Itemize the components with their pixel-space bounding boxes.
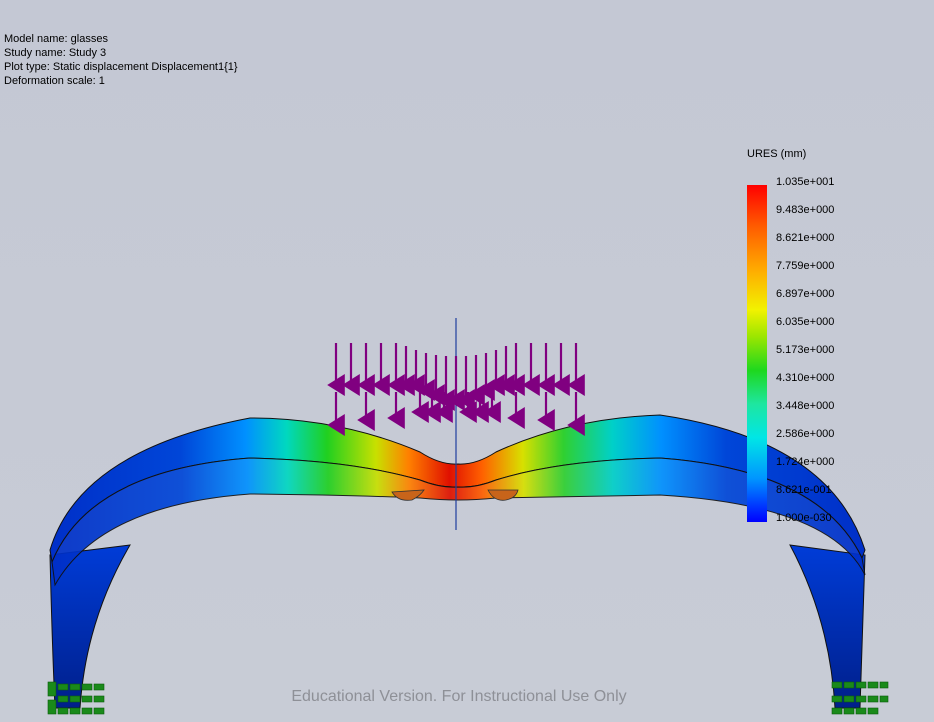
legend-label: 3.448e+000: [776, 400, 835, 412]
plot-type-text: Plot type: Static displacement Displacem…: [4, 61, 238, 73]
legend-label: 8.621e+000: [776, 232, 835, 244]
legend-label: 5.173e+000: [776, 344, 835, 356]
legend-label: 2.586e+000: [776, 428, 835, 440]
fixture-right: [831, 681, 889, 715]
fixture-left: [47, 681, 105, 715]
legend-label: 8.621e-001: [776, 484, 832, 496]
legend-label: 7.759e+000: [776, 260, 835, 272]
legend-label: 9.483e+000: [776, 204, 835, 216]
legend-label: 1.724e+000: [776, 456, 835, 468]
plot-info-panel: Model name: glasses Study name: Study 3 …: [4, 32, 238, 88]
legend-label: 1.035e+001: [776, 176, 835, 188]
legend-label: 1.000e-030: [776, 512, 832, 524]
study-name-text: Study name: Study 3: [4, 47, 107, 59]
nose-pad-right: [487, 489, 519, 501]
legend-label: 6.897e+000: [776, 288, 835, 300]
deformation-scale-text: Deformation scale: 1: [4, 75, 105, 87]
watermark-text: Educational Version. For Instructional U…: [291, 688, 627, 705]
legend-label: 4.310e+000: [776, 372, 835, 384]
frame-front-face: [51, 457, 866, 587]
nose-pad-left: [391, 489, 425, 501]
legend-color-bar: [747, 185, 767, 522]
legend-title: URES (mm): [747, 148, 807, 160]
legend-label: 6.035e+000: [776, 316, 835, 328]
model-name-text: Model name: glasses: [4, 33, 108, 45]
load-arrows: [327, 343, 585, 436]
